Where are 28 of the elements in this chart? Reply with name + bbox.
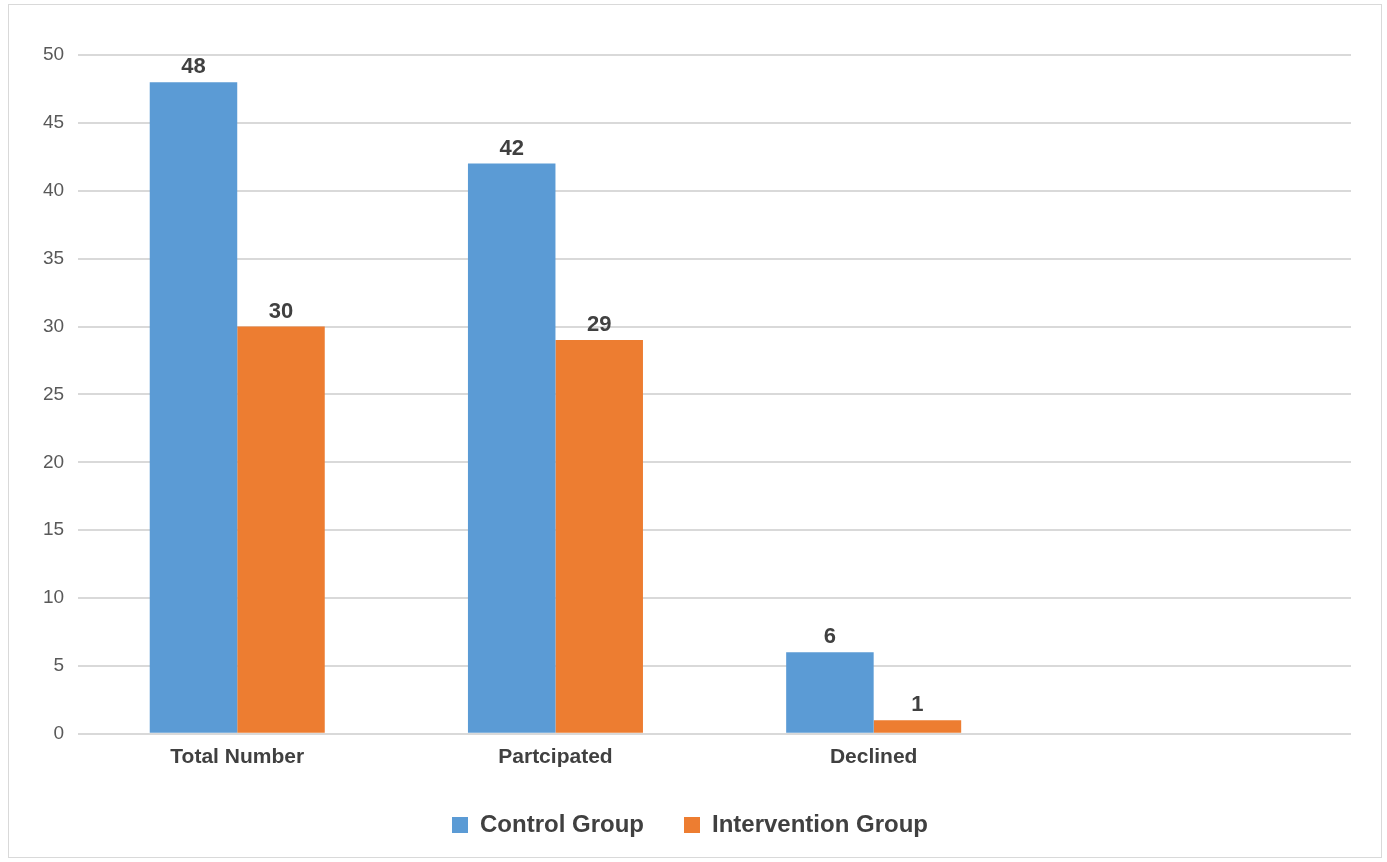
bar (467, 163, 556, 733)
bar (555, 340, 643, 733)
y-tick-label: 25 (42, 382, 65, 404)
data-label: 48 (181, 53, 206, 79)
bar (786, 652, 874, 733)
y-tick-label: 15 (42, 518, 65, 540)
x-tick-label: Total Number (170, 744, 305, 768)
bar (237, 326, 325, 733)
bar (873, 720, 962, 733)
y-tick-label: 20 (42, 450, 65, 472)
y-tick-label: 40 (42, 178, 65, 200)
legend-label: Control Group (480, 809, 644, 837)
data-label: 1 (911, 691, 924, 717)
y-tick-label: 45 (42, 111, 65, 133)
legend-label: Intervention Group (711, 809, 928, 837)
data-label: 30 (268, 297, 294, 323)
y-tick-label: 10 (42, 586, 65, 608)
data-label: 29 (586, 311, 612, 337)
y-tick-label: 5 (53, 654, 65, 676)
y-tick-label: 0 (53, 722, 65, 744)
y-tick-label: 30 (42, 314, 65, 336)
x-tick-label: Declined (829, 744, 918, 768)
x-tick-label: Partcipated (498, 744, 613, 768)
data-label: 42 (499, 134, 524, 160)
bar (149, 82, 238, 733)
y-tick-label: 35 (42, 246, 65, 268)
data-label: 6 (823, 623, 837, 649)
y-tick-label: 50 (42, 43, 65, 65)
